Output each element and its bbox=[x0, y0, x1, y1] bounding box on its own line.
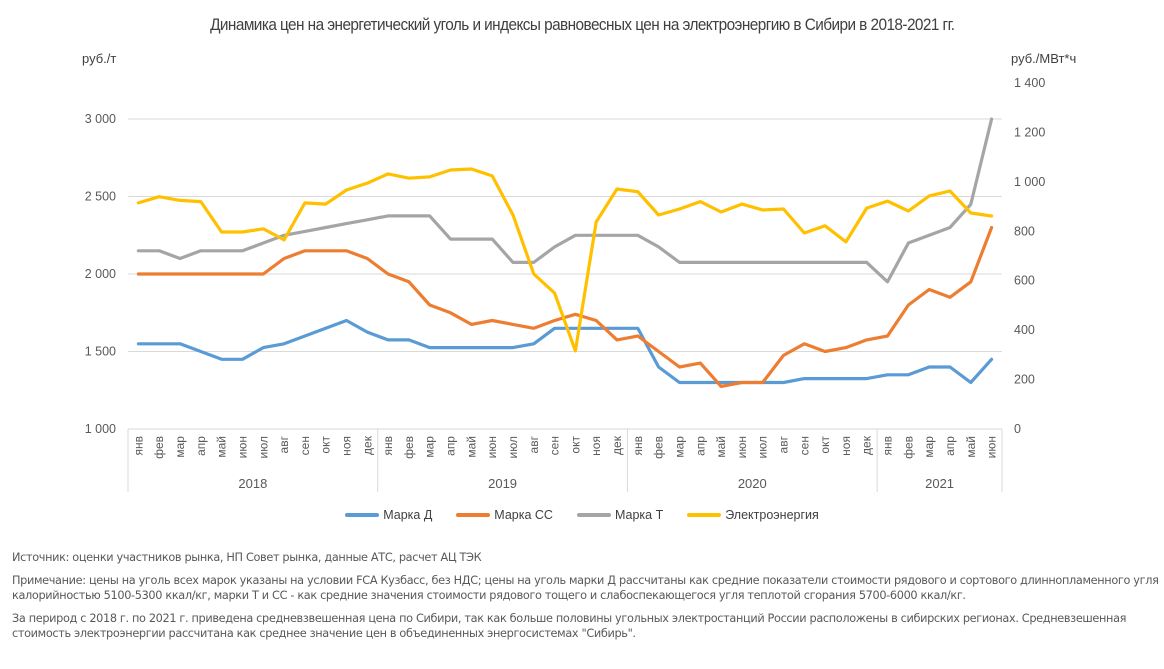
series-lines bbox=[136, 117, 994, 388]
left-axis-unit-label: руб./т bbox=[82, 51, 117, 66]
right-axis-unit-label: руб./МВт*ч bbox=[1011, 51, 1077, 66]
month-tick-label: мар bbox=[423, 436, 437, 458]
left-axis-tick-label: 1 000 bbox=[85, 422, 116, 436]
series-line-Электроэнергия bbox=[136, 167, 994, 353]
series-line-Марка СС bbox=[136, 225, 994, 388]
right-axis-tick-label: 800 bbox=[1014, 224, 1035, 238]
month-tick-label: окт bbox=[319, 436, 333, 454]
month-tick-label: апр bbox=[444, 436, 458, 456]
right-axis-tick-label: 600 bbox=[1014, 274, 1035, 288]
month-tick-label: авг bbox=[527, 435, 541, 453]
year-label: 2020 bbox=[738, 476, 767, 491]
legend-label: Электроэнергия bbox=[725, 508, 819, 522]
right-axis-tick-label: 1 000 bbox=[1014, 175, 1045, 189]
year-label: 2019 bbox=[488, 476, 517, 491]
month-tick-label: дек bbox=[360, 435, 374, 455]
month-tick-label: ноя bbox=[589, 436, 603, 456]
month-tick-label: янв bbox=[881, 436, 895, 456]
legend-label: Марка СС bbox=[494, 508, 553, 522]
legend-item: Марка СС bbox=[456, 508, 553, 522]
month-tick-label: мар bbox=[173, 436, 187, 458]
month-tick-label: окт bbox=[818, 436, 832, 454]
month-tick-label: янв bbox=[631, 436, 645, 456]
month-tick-label: ноя bbox=[340, 436, 354, 456]
month-tick-label: дек bbox=[860, 435, 874, 455]
legend-swatch bbox=[576, 513, 611, 517]
left-axis-tick-label: 1 500 bbox=[85, 345, 116, 359]
month-tick-label: янв bbox=[131, 436, 145, 456]
month-tick-label: июл bbox=[756, 436, 770, 458]
chart-title: Динамика цен на энергетический уголь и и… bbox=[210, 16, 955, 34]
legend-label: Марка Т bbox=[614, 508, 664, 522]
month-tick-label: июн bbox=[735, 436, 749, 458]
legend: Марка Д Марка СС Марка Т Электроэнергия bbox=[0, 508, 1164, 522]
month-tick-label: авг bbox=[277, 435, 291, 453]
month-tick-label: май bbox=[964, 436, 978, 458]
period-note: За перирод с 2018 г. по 2021 г. приведен… bbox=[12, 612, 1127, 640]
legend-label: Марка Д bbox=[383, 508, 433, 522]
right-axis-tick-label: 1 200 bbox=[1014, 125, 1045, 139]
year-label: 2021 bbox=[925, 476, 954, 491]
month-tick-label: апр bbox=[943, 436, 957, 456]
month-tick-label: июн bbox=[235, 436, 249, 458]
month-tick-label: сен bbox=[298, 436, 312, 455]
month-tick-label: июл bbox=[256, 436, 270, 458]
month-tick-label: ноя bbox=[839, 436, 853, 456]
right-axis-tick-label: 400 bbox=[1014, 323, 1035, 337]
remark-note: Примечание: цены на уголь всех марок ука… bbox=[12, 574, 1159, 602]
month-tick-label: июл bbox=[506, 436, 520, 458]
right-axis-tick-label: 0 bbox=[1014, 422, 1021, 436]
legend-swatch bbox=[687, 513, 722, 517]
left-axis-ticks: 1 000 1 500 2 000 2 500 3 000 bbox=[85, 112, 116, 436]
right-axis-tick-label: 1 400 bbox=[1014, 76, 1045, 90]
month-tick-label: апр bbox=[194, 436, 208, 456]
series-line-Марка Д bbox=[136, 318, 994, 385]
month-tick-label: окт bbox=[568, 436, 582, 454]
month-tick-label: дек bbox=[610, 435, 624, 455]
notes: Источник: оценки участников рынка, НП Со… bbox=[12, 550, 1162, 649]
legend-swatch bbox=[456, 513, 491, 517]
month-tick-label: фев bbox=[652, 436, 666, 459]
left-axis-tick-label: 2 000 bbox=[85, 267, 116, 281]
right-axis-ticks: 0 200 400 600 800 1 000 1 200 1 400 bbox=[1014, 76, 1045, 436]
month-tick-label: июн bbox=[985, 436, 999, 458]
month-tick-label: май bbox=[215, 436, 229, 458]
month-tick-label: май bbox=[714, 436, 728, 458]
month-tick-label: фев bbox=[402, 436, 416, 459]
year-label: 2018 bbox=[238, 476, 267, 491]
legend-item: Марка Т bbox=[576, 508, 664, 522]
right-axis-tick-label: 200 bbox=[1014, 373, 1035, 387]
month-tick-label: сен bbox=[797, 436, 811, 455]
month-tick-label: мар bbox=[672, 436, 686, 458]
month-tick-label: авг bbox=[777, 435, 791, 453]
month-tick-label: мар bbox=[922, 436, 936, 458]
month-tick-label: фев bbox=[152, 436, 166, 459]
left-axis-tick-label: 3 000 bbox=[85, 112, 116, 126]
series-line-Марка Т bbox=[136, 117, 994, 284]
gridlines bbox=[128, 118, 1002, 352]
legend-item: Марка Д bbox=[345, 508, 432, 522]
month-tick-label: май bbox=[464, 436, 478, 458]
month-tick-label: янв bbox=[381, 436, 395, 456]
legend-item: Электроэнергия bbox=[687, 508, 819, 522]
month-tick-label: июн bbox=[485, 436, 499, 458]
month-tick-label: апр bbox=[693, 436, 707, 456]
left-axis-tick-label: 2 500 bbox=[85, 190, 116, 204]
legend-swatch bbox=[345, 513, 380, 517]
month-tick-label: сен bbox=[548, 436, 562, 455]
month-tick-label: фев bbox=[901, 436, 915, 459]
source-note: Источник: оценки участников рынка, НП Со… bbox=[12, 551, 482, 564]
